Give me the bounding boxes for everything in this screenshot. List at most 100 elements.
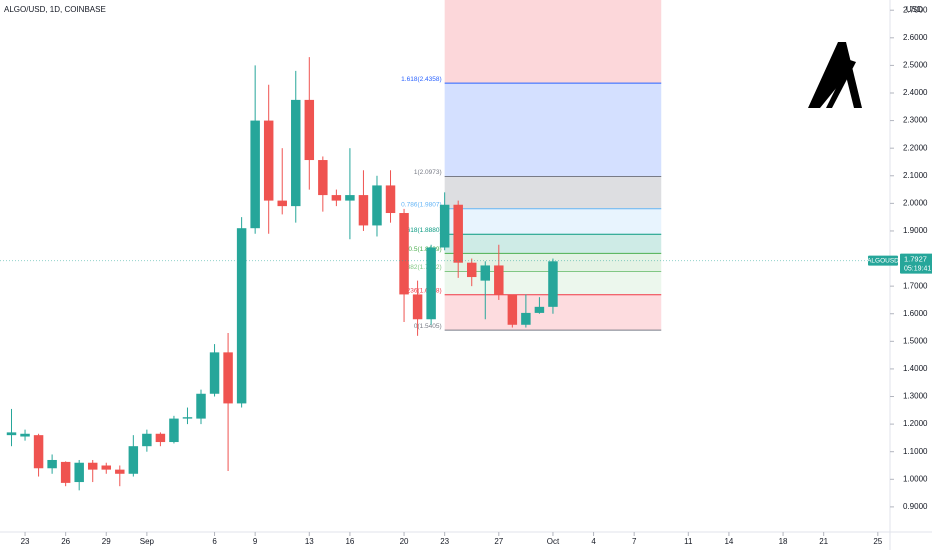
y-tick-label: 1.4000 xyxy=(903,364,928,373)
y-tick-label: 2.4000 xyxy=(903,88,928,97)
x-tick-label: 6 xyxy=(212,537,217,546)
candle-body xyxy=(453,204,463,263)
y-tick-label: 2.6000 xyxy=(903,33,928,42)
fib-label: 0.786(1.9807) xyxy=(401,201,441,208)
y-tick-label: 2.1000 xyxy=(903,171,928,180)
y-tick-label: 2.5000 xyxy=(903,61,928,70)
x-tick-label: 13 xyxy=(305,537,314,546)
candle-body xyxy=(128,446,139,474)
plot: 0(1.5405) 0.236(1.6688) 0.382(1.7532) 0.5(1… xyxy=(0,0,890,491)
candle-body xyxy=(47,459,57,469)
x-tick-label: 16 xyxy=(345,537,354,546)
candle-body xyxy=(318,160,328,196)
candle-body xyxy=(426,247,436,320)
candle-body xyxy=(521,312,531,325)
fib-zone xyxy=(444,0,662,84)
x-tick-label: 9 xyxy=(253,537,258,546)
fib-label: 0.382(1.7532) xyxy=(401,264,441,271)
candle-body xyxy=(439,204,450,248)
x-tick-label: Sep xyxy=(140,537,155,546)
x-tick-label: 29 xyxy=(102,537,111,546)
candle-body xyxy=(548,261,558,307)
algorand-logo xyxy=(808,42,862,108)
candle-body xyxy=(6,432,17,436)
candle-body xyxy=(480,265,491,281)
x-tick-label: 18 xyxy=(779,537,788,546)
y-tick-label: 2.3000 xyxy=(903,116,928,125)
candle-body xyxy=(385,185,396,214)
candle-body xyxy=(155,433,166,443)
fib-label: 1.618(2.4358) xyxy=(401,76,441,83)
candle-body xyxy=(33,435,44,469)
chart-title: ALGO/USD, 1D, COINBASE xyxy=(4,5,106,14)
x-tick-label: 7 xyxy=(632,537,637,546)
candle-body xyxy=(466,262,477,278)
candle-body xyxy=(263,120,274,201)
candle-body xyxy=(60,461,71,483)
x-tick-label: 20 xyxy=(400,537,409,546)
y-tick-label: 1.1000 xyxy=(903,447,928,456)
candle-body xyxy=(101,465,111,470)
x-tick-label: 26 xyxy=(61,537,70,546)
fib-zone xyxy=(444,83,662,177)
fib-label: 0.5(1.8189) xyxy=(408,246,441,253)
candle-body xyxy=(209,352,220,394)
candle-body xyxy=(115,469,125,474)
candle-body xyxy=(291,99,301,207)
symbol-tag xyxy=(868,255,898,266)
fib-zone xyxy=(444,208,662,235)
x-tick-label: 23 xyxy=(21,537,30,546)
x-tick-label: 4 xyxy=(591,537,596,546)
y-tick-label: 1.2000 xyxy=(903,419,928,428)
y-tick-label: 2.0000 xyxy=(903,198,928,207)
candle-body xyxy=(372,185,382,226)
symbol-label: ALGOUSD xyxy=(867,257,899,264)
fib-zone xyxy=(444,234,662,254)
candle-body xyxy=(74,462,84,483)
candle-body xyxy=(20,433,30,437)
y-tick-label: 1.6000 xyxy=(903,309,928,318)
fib-zone xyxy=(444,176,662,209)
y-tick-label: 1.0000 xyxy=(903,474,928,483)
y-tick-label: 1.3000 xyxy=(903,392,928,401)
y-tick-label: 1.9000 xyxy=(903,226,928,235)
candle-body xyxy=(169,418,179,443)
candle-body xyxy=(223,352,233,404)
candle-body xyxy=(507,294,518,325)
candle-body xyxy=(534,306,545,313)
candle-body xyxy=(142,433,152,447)
candle-body xyxy=(345,195,355,201)
y-tick-label: 1.5000 xyxy=(903,336,928,345)
x-tick-label: Oct xyxy=(547,537,560,546)
candle-body xyxy=(236,228,247,404)
candle-body xyxy=(196,393,206,419)
price-tag xyxy=(900,253,932,274)
candle-body xyxy=(277,200,287,207)
candle-body xyxy=(182,417,193,419)
x-tick-label: 23 xyxy=(440,537,449,546)
candle-body xyxy=(399,213,409,295)
x-tick-label: 25 xyxy=(873,537,882,546)
candle-body xyxy=(358,195,369,226)
candle-body xyxy=(331,195,342,201)
fib-label: 0(1.5405) xyxy=(414,323,442,330)
countdown-label: 05:19:41 xyxy=(904,265,931,272)
fib-label: 0.236(1.6688) xyxy=(401,287,441,294)
x-tick-label: 21 xyxy=(819,537,828,546)
x-tick-label: 11 xyxy=(684,537,693,546)
candle-body xyxy=(304,99,315,161)
y-tick-label: 0.9000 xyxy=(903,502,928,511)
candle-body xyxy=(87,462,98,470)
candle-body xyxy=(412,294,423,320)
currency-label: USD xyxy=(906,5,923,14)
y-tick-label: 2.2000 xyxy=(903,143,928,152)
candle-body xyxy=(250,120,260,229)
y-tick-label: 2.7000 xyxy=(903,5,928,14)
x-tick-label: 27 xyxy=(494,537,503,546)
y-tick-label: 1.7000 xyxy=(903,281,928,290)
candle-body xyxy=(494,265,504,295)
fib-label: 0.618(1.8880) xyxy=(401,227,441,234)
x-tick-label: 14 xyxy=(724,537,733,546)
